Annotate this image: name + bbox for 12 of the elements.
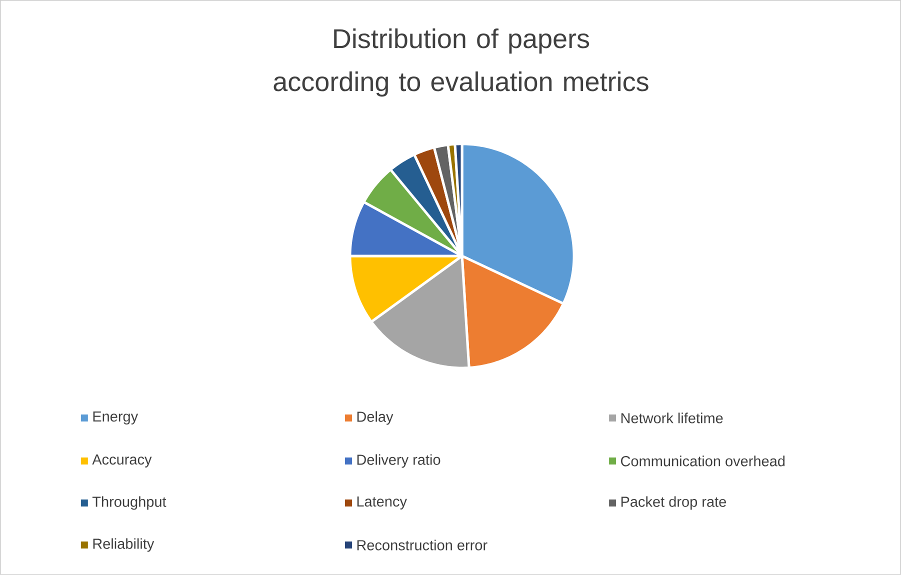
legend-label: Throughput (92, 496, 166, 510)
legend-label: Packet drop rate (621, 496, 726, 510)
legend-label: Accuracy (92, 454, 152, 468)
legend-label: Delivery ratio (357, 454, 440, 468)
legend-label: Latency (357, 496, 407, 510)
legend-label: Delay (357, 411, 394, 425)
legend-label: Reconstruction error (357, 540, 488, 550)
chart-title: Distribution of papers according to evaluation metrics (274, 28, 648, 97)
legend-label: Reliability (93, 538, 154, 552)
legend-label: Network lifetime (621, 412, 723, 424)
legend-label: Communication overhead (620, 456, 785, 466)
legend-label: Energy (93, 412, 138, 425)
